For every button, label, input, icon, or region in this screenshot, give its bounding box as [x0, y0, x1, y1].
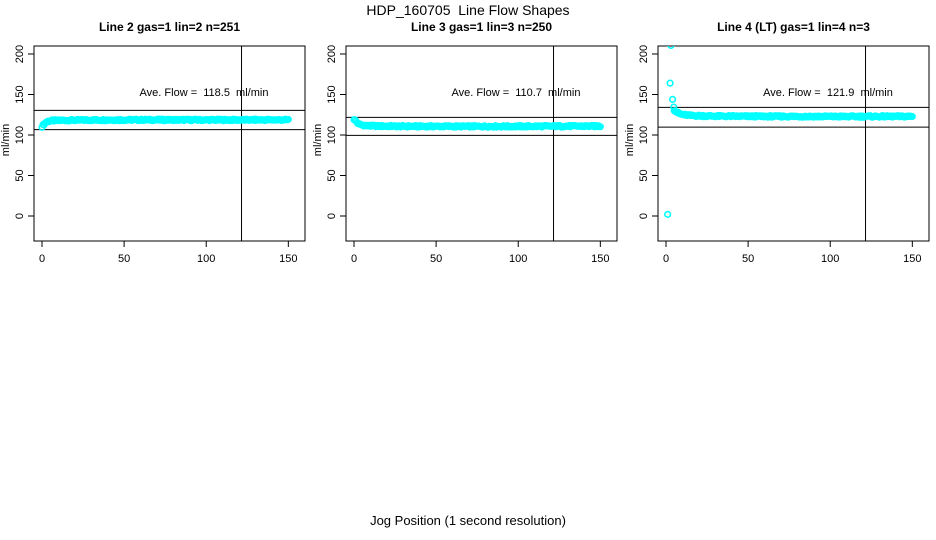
y-tick-label: 50	[326, 169, 338, 181]
outlier-point	[667, 46, 675, 50]
plot-box	[345, 45, 618, 242]
outlier-point	[666, 79, 674, 87]
flow-panel-line3: Line 3 gas=1 lin=3 n=250 Ave. Flow = 110…	[312, 20, 618, 265]
plot-box	[657, 45, 930, 242]
shared-x-axis-label: Jog Position (1 second resolution)	[370, 513, 566, 528]
y-axis-label: ml/min	[312, 124, 324, 156]
panel-row: Line 2 gas=1 lin=2 n=251 Ave. Flow = 118…	[0, 20, 930, 265]
x-tick-label: 0	[351, 253, 357, 265]
generated-plot-content: 0 50 100 150 0 50 100 150 200	[326, 45, 617, 265]
y-tick-label: 150	[326, 85, 338, 103]
y-axis-label: ml/min	[0, 124, 12, 156]
y-tick-label: 100	[14, 126, 26, 144]
y-tick-label: 100	[638, 126, 650, 144]
panel-title: Line 4 (LT) gas=1 lin=4 n=3	[717, 20, 870, 34]
generated-plot-content: 0 50 100 150 0 50 100 150 200	[638, 45, 929, 265]
x-tick-label: 50	[742, 253, 754, 265]
y-tick-label: 50	[638, 169, 650, 181]
y-tick-label: 0	[14, 213, 26, 219]
data-points	[38, 115, 292, 131]
panel-title: Line 3 gas=1 lin=3 n=250	[411, 20, 552, 34]
x-tick-label: 100	[197, 253, 215, 265]
x-tick-label: 150	[903, 253, 921, 265]
outlier-point	[664, 210, 672, 218]
x-tick-label: 150	[279, 253, 297, 265]
y-tick-label: 200	[326, 45, 338, 63]
y-tick-label: 150	[14, 85, 26, 103]
ave-flow-annotation: Ave. Flow = 110.7 ml/min	[452, 87, 581, 99]
y-tick-label: 0	[638, 213, 650, 219]
flow-panel-line2: Line 2 gas=1 lin=2 n=251 Ave. Flow = 118…	[0, 20, 306, 265]
outlier-point	[668, 95, 677, 103]
y-axis-label: ml/min	[624, 124, 636, 156]
x-tick-label: 50	[118, 253, 130, 265]
data-points	[350, 116, 604, 131]
x-tick-label: 0	[663, 253, 669, 265]
ave-flow-annotation: Ave. Flow = 118.5 ml/min	[140, 87, 269, 99]
figure-title: HDP_160705 Line Flow Shapes	[366, 2, 570, 18]
y-tick-label: 100	[326, 126, 338, 144]
ave-flow-annotation: Ave. Flow = 121.9 ml/min	[763, 87, 893, 99]
x-tick-label: 50	[430, 253, 442, 265]
panel-title: Line 2 gas=1 lin=2 n=251	[99, 20, 240, 34]
x-tick-label: 0	[39, 253, 45, 265]
y-tick-label: 200	[14, 45, 26, 63]
y-tick-label: 0	[326, 213, 338, 219]
plot-box	[33, 45, 306, 242]
x-tick-label: 100	[821, 253, 839, 265]
outlier-point	[670, 103, 678, 111]
x-tick-label: 100	[509, 253, 527, 265]
flow-panel-line4: Line 4 (LT) gas=1 lin=4 n=3 Ave. Flow = …	[624, 20, 930, 265]
y-tick-label: 150	[638, 85, 650, 103]
y-tick-label: 200	[638, 45, 650, 63]
data-points	[664, 46, 916, 218]
x-tick-label: 150	[591, 253, 609, 265]
y-tick-label: 50	[14, 169, 26, 181]
generated-plot-content: 0 50 100 150 0 50 100 150 200	[14, 45, 305, 265]
